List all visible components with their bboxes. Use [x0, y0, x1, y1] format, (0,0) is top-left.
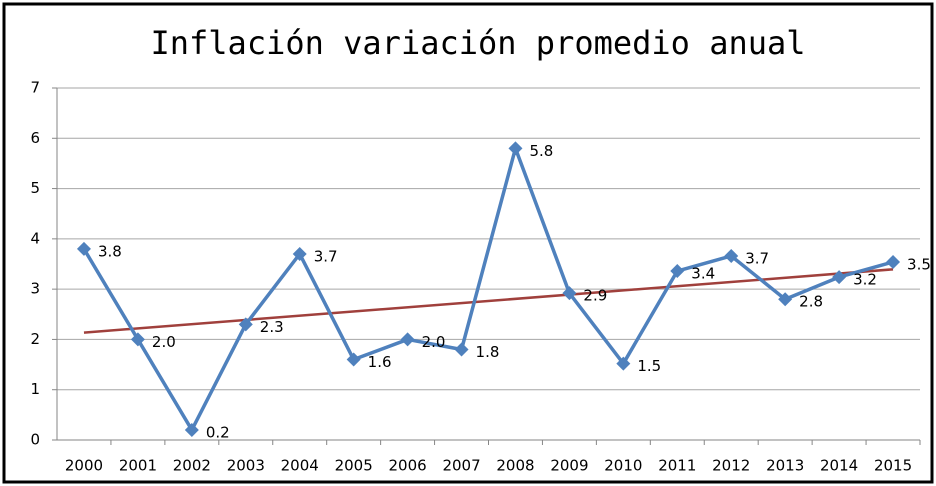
x-tick-label: 2013 [766, 457, 804, 475]
marker [238, 317, 253, 332]
y-tick-label: 2 [30, 330, 40, 348]
data-line [82, 146, 894, 432]
marker [886, 254, 901, 269]
data-label: 2.9 [583, 287, 607, 305]
y-tick-label: 1 [30, 380, 40, 398]
marker [778, 292, 793, 307]
marker [292, 246, 307, 261]
y-tick-label: 4 [30, 229, 40, 247]
chart-title: Inflación variación promedio anual [150, 24, 805, 62]
x-tick-label: 2005 [335, 457, 373, 475]
y-tick-label: 0 [30, 431, 40, 449]
x-tick-label: 2012 [712, 457, 750, 475]
x-tick-label: 2011 [658, 457, 696, 475]
marker [832, 270, 847, 285]
data-label: 2.8 [799, 293, 823, 311]
data-label: 5.8 [529, 142, 553, 160]
x-tick-label: 2015 [874, 457, 912, 475]
data-label: 2.0 [422, 333, 446, 351]
marker [616, 356, 631, 371]
x-tick-label: 2014 [820, 457, 858, 475]
x-tick-label: 2002 [173, 457, 211, 475]
marker [724, 248, 739, 263]
x-tick-label: 2006 [389, 457, 427, 475]
marker [76, 241, 91, 256]
data-label: 3.8 [98, 242, 122, 260]
data-label: 3.4 [691, 265, 715, 283]
x-tick-label: 2008 [496, 457, 534, 475]
data-label: 3.5 [907, 255, 931, 273]
data-label: 2.3 [260, 318, 284, 336]
data-label: 3.7 [314, 247, 338, 265]
y-tick-label: 7 [30, 79, 40, 97]
marker [400, 332, 415, 347]
marker [508, 141, 523, 156]
marker [130, 332, 145, 347]
marker [184, 422, 199, 437]
x-tick-label: 2010 [604, 457, 642, 475]
y-tick-label: 5 [30, 179, 40, 197]
x-tick-label: 2007 [442, 457, 480, 475]
x-tick-label: 2001 [119, 457, 157, 475]
data-label: 1.8 [476, 343, 500, 361]
x-tick-label: 2009 [550, 457, 588, 475]
x-tick-label: 2000 [65, 457, 103, 475]
marker [670, 264, 685, 279]
data-label: 3.2 [853, 271, 877, 289]
marker [562, 286, 577, 301]
y-tick-label: 3 [30, 280, 40, 298]
data-label: 1.6 [368, 353, 392, 371]
data-label: 0.2 [206, 423, 230, 441]
data-label: 2.0 [152, 333, 176, 351]
trendline [83, 268, 894, 334]
y-tick-label: 6 [30, 129, 40, 147]
marker [454, 342, 469, 357]
data-label: 3.7 [745, 249, 769, 267]
marker [346, 352, 361, 367]
x-tick-label: 2004 [281, 457, 319, 475]
data-label: 1.5 [637, 357, 661, 375]
x-tick-label: 2003 [227, 457, 265, 475]
